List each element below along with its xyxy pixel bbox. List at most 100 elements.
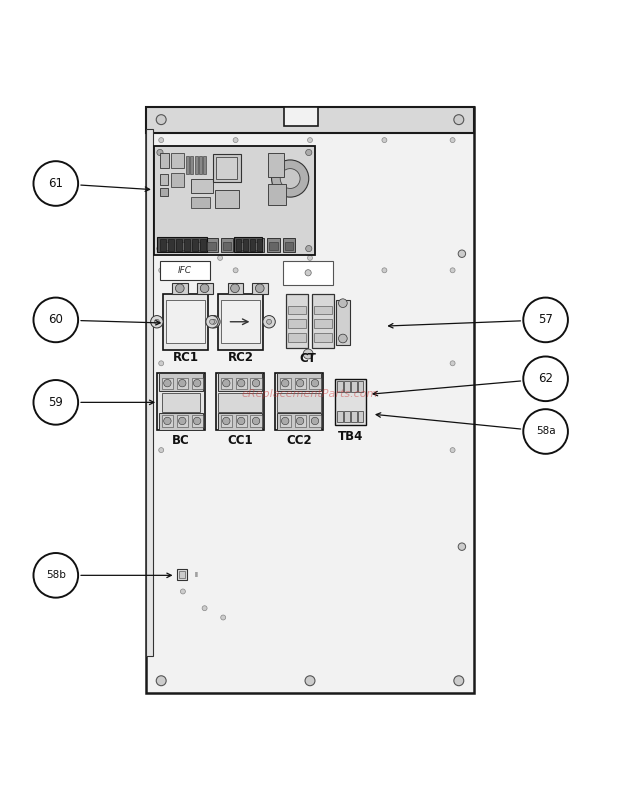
Bar <box>218 413 262 430</box>
Circle shape <box>159 138 164 143</box>
Circle shape <box>450 448 455 453</box>
Bar <box>192 380 203 387</box>
Bar <box>283 261 333 284</box>
Bar <box>162 393 200 412</box>
Circle shape <box>450 138 455 143</box>
Bar <box>358 411 363 422</box>
Text: CC2: CC2 <box>286 433 312 447</box>
Bar <box>162 377 173 388</box>
Bar <box>284 107 318 126</box>
Circle shape <box>33 298 78 342</box>
Bar <box>288 306 306 314</box>
Circle shape <box>272 160 309 197</box>
Circle shape <box>200 284 209 292</box>
Circle shape <box>311 380 319 387</box>
Bar <box>174 238 187 252</box>
Circle shape <box>233 268 238 273</box>
Bar <box>197 283 213 294</box>
Bar <box>190 155 193 174</box>
Bar <box>358 381 363 392</box>
Circle shape <box>193 417 201 425</box>
Circle shape <box>255 284 264 292</box>
Circle shape <box>179 417 186 425</box>
Bar <box>309 377 321 388</box>
Circle shape <box>208 316 220 328</box>
Bar <box>159 238 171 252</box>
Bar <box>236 416 247 427</box>
Bar <box>250 239 255 251</box>
Bar <box>250 416 262 427</box>
Bar <box>177 380 188 387</box>
Bar <box>157 373 205 430</box>
Bar <box>314 320 332 328</box>
Bar <box>236 239 241 251</box>
Bar <box>221 300 260 344</box>
Bar <box>179 571 185 578</box>
Circle shape <box>280 169 300 188</box>
Text: IFC: IFC <box>178 266 192 275</box>
Circle shape <box>281 380 289 387</box>
Circle shape <box>159 268 164 273</box>
Circle shape <box>233 138 238 143</box>
Bar <box>160 152 169 168</box>
Bar <box>172 283 188 294</box>
Bar <box>218 294 263 350</box>
Bar <box>200 239 206 251</box>
Bar <box>285 243 293 250</box>
Circle shape <box>154 320 159 324</box>
Bar <box>177 416 188 427</box>
Bar <box>168 239 174 251</box>
Bar <box>166 300 205 344</box>
Bar <box>250 377 262 388</box>
Text: 62: 62 <box>538 372 553 385</box>
Circle shape <box>339 334 347 343</box>
Bar <box>216 158 237 179</box>
Bar <box>162 380 173 387</box>
Circle shape <box>450 360 455 366</box>
Circle shape <box>252 380 260 387</box>
Circle shape <box>382 138 387 143</box>
Bar <box>268 152 284 177</box>
Bar <box>288 333 306 341</box>
Bar <box>216 373 264 430</box>
Circle shape <box>157 150 163 155</box>
Circle shape <box>202 606 207 610</box>
Bar <box>176 243 185 250</box>
Circle shape <box>281 417 289 425</box>
Circle shape <box>263 316 275 328</box>
Circle shape <box>303 349 313 359</box>
Bar <box>199 155 202 174</box>
Circle shape <box>159 360 164 366</box>
Circle shape <box>523 409 568 454</box>
Circle shape <box>252 417 260 425</box>
Circle shape <box>218 256 223 260</box>
Circle shape <box>179 380 186 387</box>
Bar <box>257 239 262 251</box>
Circle shape <box>305 270 311 276</box>
Circle shape <box>206 316 218 328</box>
Circle shape <box>311 417 319 425</box>
Bar <box>269 243 278 250</box>
Circle shape <box>223 380 230 387</box>
Bar <box>252 283 268 294</box>
Bar <box>190 238 202 252</box>
Circle shape <box>458 543 466 550</box>
Circle shape <box>339 299 347 308</box>
Bar <box>171 173 184 187</box>
Bar <box>254 243 262 250</box>
Bar <box>335 379 366 425</box>
Circle shape <box>175 284 184 292</box>
Bar <box>268 183 286 205</box>
Bar <box>215 190 239 208</box>
Bar <box>275 373 323 430</box>
Circle shape <box>308 256 312 260</box>
Bar <box>280 416 291 427</box>
Circle shape <box>211 320 216 324</box>
Bar <box>252 238 264 252</box>
Bar <box>146 107 474 693</box>
Bar <box>171 152 184 168</box>
Circle shape <box>237 380 245 387</box>
Bar <box>157 237 207 252</box>
Bar <box>337 411 343 422</box>
Circle shape <box>306 150 312 155</box>
